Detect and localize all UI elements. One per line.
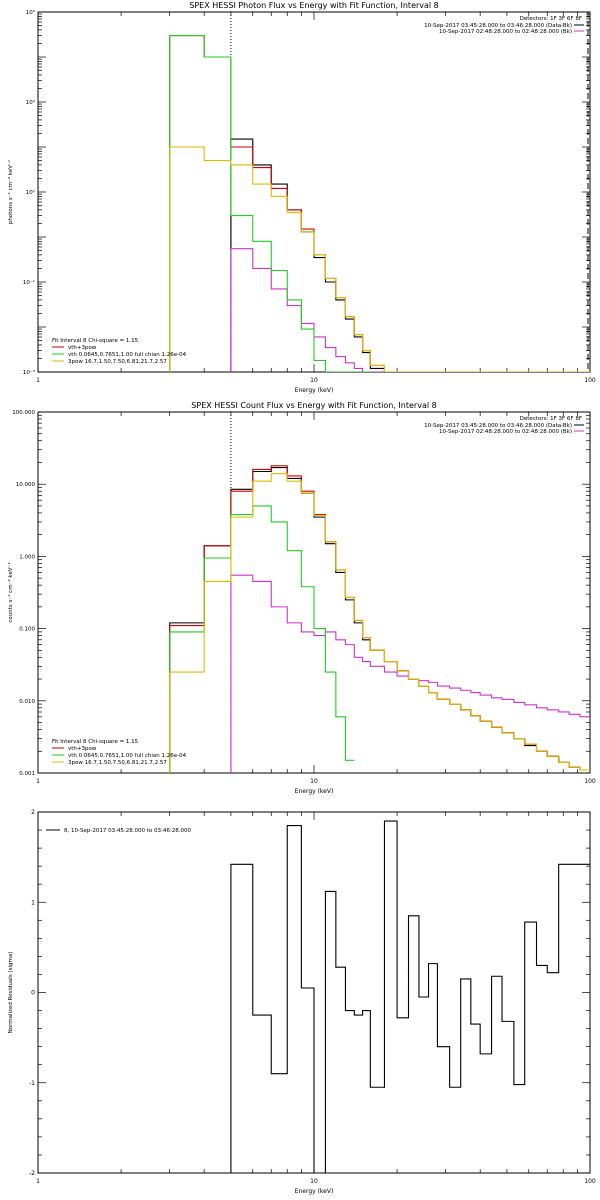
series-vth	[169, 34, 371, 372]
legend-label: 3pow 16.7,1.50,7.50,6.81,21.7,2.57	[68, 760, 167, 766]
x-tick-label: 100	[584, 1178, 596, 1185]
y-tick-label: -2	[29, 1170, 35, 1177]
x-axis-label: Energy (keV)	[295, 788, 334, 795]
y-axis-label: counts s⁻¹ cm⁻² keV⁻¹	[7, 562, 14, 622]
legend-label: 10-Sep-2017 02:48:28.000 to 02:48:28.000…	[439, 29, 572, 35]
series-vth-3pow	[169, 34, 590, 372]
detectors-label: Detectors: 1F 3F 6F 8F	[520, 416, 582, 422]
legend-label: Fit Interval 8 Chi-square = 1.15	[52, 338, 139, 344]
x-tick-label: 100	[584, 377, 596, 384]
x-tick-label: 100	[584, 778, 596, 785]
panel-2: SPEX HESSI Count Flux vs Energy with Fit…	[7, 401, 596, 795]
y-tick-label: 10⁵	[26, 9, 35, 16]
legend-label: 10-Sep-2017 03:45:28.000 to 03:46:28.000…	[424, 423, 572, 429]
chart-title: SPEX HESSI Count Flux vs Energy with Fit…	[191, 401, 436, 410]
detectors-label: Detectors: 1F 3F 6F 8F	[520, 16, 582, 22]
series-3pow	[169, 146, 590, 372]
series-3pow	[169, 473, 590, 773]
y-tick-label: 1.000	[19, 554, 35, 560]
x-tick-label: 1	[36, 1178, 40, 1185]
x-axis-label: Energy (keV)	[295, 387, 334, 394]
x-tick-label: 10	[310, 377, 318, 384]
plot-frame	[37, 11, 591, 373]
chart-title: SPEX HESSI Photon Flux vs Energy with Fi…	[189, 1, 439, 10]
legend-label: vth 0.0645,0.7651,1.00 full chian 1.26e-…	[68, 352, 187, 358]
y-tick-label: 0.100	[19, 627, 35, 633]
x-tick-label: 1	[36, 778, 40, 785]
y-tick-label: 0	[31, 990, 35, 997]
y-tick-label: 2	[31, 809, 35, 816]
y-tick-label: 0.010	[19, 699, 35, 705]
y-tick-label: 1	[31, 899, 35, 906]
panel-1: SPEX HESSI Photon Flux vs Energy with Fi…	[7, 1, 596, 394]
legend-label: vth 0.0645,0.7651,1.00 full chian 1.26e-…	[68, 753, 187, 759]
legend-label: Fit Interval 8 Chi-square = 1.15	[52, 739, 139, 745]
x-tick-label: 10	[310, 778, 318, 785]
y-tick-label: 10⁻¹	[23, 279, 35, 286]
legend-label: 8, 10-Sep-2017 03:45:28.000 to 03:46:28.…	[64, 828, 191, 834]
x-tick-label: 1	[36, 377, 40, 384]
y-axis-label: photons s⁻¹ cm⁻² keV⁻¹	[7, 160, 14, 224]
legend-label: 10-Sep-2017 02:48:28.000 to 02:48:28.000…	[439, 429, 572, 435]
series-bk	[230, 248, 590, 372]
legend-label: vth+3pow	[68, 746, 97, 752]
y-tick-label: 10⁻³	[23, 369, 35, 376]
x-axis-label: Energy (keV)	[295, 1188, 334, 1195]
y-tick-label: 10.000	[16, 482, 36, 488]
legend-label: 10-Sep-2017 03:45:28.000 to 03:46:28.000…	[424, 23, 572, 29]
y-tick-label: 10³	[26, 99, 35, 106]
plot-area	[169, 34, 590, 372]
legend-label: vth+3pow	[68, 345, 97, 351]
y-axis-label: Normalized Residuals (sigma)	[8, 952, 14, 1034]
y-tick-label: 100.000	[12, 410, 35, 416]
series-vth	[169, 505, 355, 773]
series-data-bk	[230, 138, 590, 372]
y-tick-label: 0.001	[19, 771, 35, 777]
x-tick-label: 10	[310, 1178, 318, 1185]
series-data-bk	[169, 467, 590, 773]
y-tick-label: -1	[29, 1080, 35, 1087]
plot-area	[169, 465, 590, 773]
plot-area	[230, 820, 590, 1173]
panel-3: 1 10 100 Energy (keV) -2 -1 0 1 2 Normalized Resi…	[8, 809, 596, 1195]
series-vth-3pow	[169, 465, 590, 773]
y-tick-label: 10¹	[26, 189, 35, 196]
series-residuals	[230, 820, 590, 1173]
series-bk	[230, 574, 590, 773]
legend-label: 3pow 16.7,1.50,7.50,6.81,21.7,2.57	[68, 359, 167, 365]
